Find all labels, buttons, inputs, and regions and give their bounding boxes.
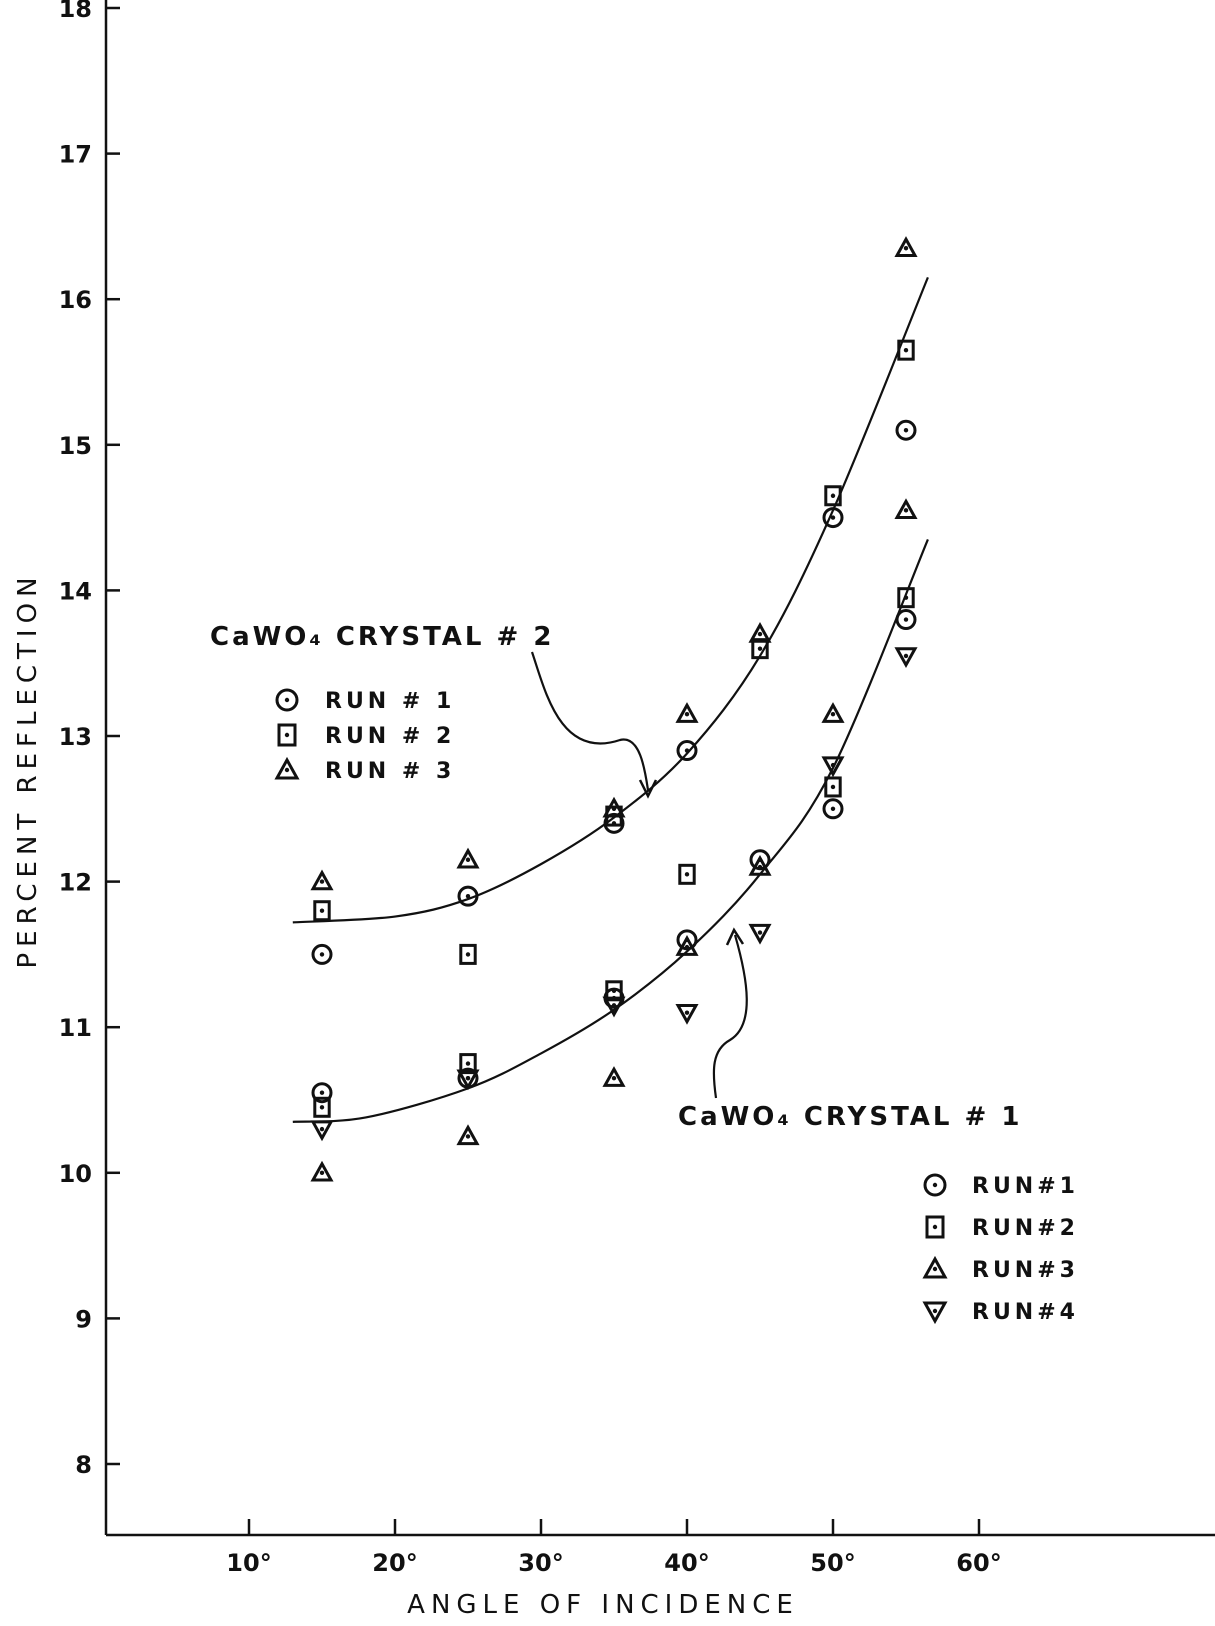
legend-entry-label: RUN # 2	[325, 724, 455, 749]
data-point-square	[461, 945, 475, 963]
y-tick-label: 11	[59, 1014, 92, 1042]
data-point-circle	[897, 421, 915, 439]
legend-marker-circle	[277, 690, 297, 710]
y-axis-title: PERCENT REFLECTION	[13, 571, 43, 968]
y-tick-label: 8	[75, 1451, 92, 1479]
crystal-2-legend: RUN # 1 RUN # 2 RUN # 3	[277, 689, 455, 784]
legend-entry-label: RUN#3	[972, 1258, 1079, 1283]
data-point-square	[826, 487, 840, 505]
x-tick-label: 50°	[810, 1549, 855, 1577]
data-point-triangle-down	[313, 1122, 331, 1138]
data-point-square	[315, 902, 329, 920]
data-point-triangle	[678, 705, 696, 721]
y-tick-label: 9	[75, 1305, 92, 1333]
data-point-triangle	[605, 1069, 623, 1085]
crystal-1-legend: RUN#1 RUN#2 RUN#3 RUN#4	[925, 1174, 1079, 1325]
data-point-circle	[678, 742, 696, 760]
y-tick-label: 14	[59, 577, 92, 605]
y-tick-label: 12	[59, 869, 92, 897]
legend-marker-triangle	[925, 1259, 945, 1277]
data-point-circle	[897, 611, 915, 629]
y-tick-label: 15	[59, 432, 92, 460]
x-axis-title: ANGLE OF INCIDENCE	[407, 1590, 799, 1620]
legend-entry-label: RUN # 3	[325, 759, 455, 784]
data-point-triangle-down	[824, 758, 842, 774]
x-tick-label: 30°	[518, 1549, 563, 1577]
legend-entry-label: RUN#1	[972, 1174, 1079, 1199]
data-point-square	[680, 865, 694, 883]
crystal-1-label: CaWO₄ CRYSTAL # 1	[678, 1102, 1022, 1132]
legend-entry-label: RUN#4	[972, 1300, 1079, 1325]
legend-marker-square	[927, 1217, 943, 1237]
data-point-triangle	[897, 239, 915, 255]
crystal-1-pointer	[714, 935, 747, 1098]
crystal-1-annotation: CaWO₄ CRYSTAL # 1	[678, 930, 1022, 1132]
legend-marker-triangle	[277, 760, 297, 778]
data-point-triangle	[459, 1127, 477, 1143]
crystal-2-label: CaWO₄ CRYSTAL # 2	[210, 622, 554, 652]
data-point-triangle	[824, 705, 842, 721]
x-tick-label: 40°	[664, 1549, 709, 1577]
crystal-2-pointer	[532, 652, 648, 790]
x-tick-label: 10°	[226, 1549, 271, 1577]
legend-entry-label: RUN#2	[972, 1216, 1079, 1241]
y-tick-label: 13	[59, 723, 92, 751]
data-point-triangle-down	[751, 925, 769, 941]
y-tick-label: 10	[59, 1160, 92, 1188]
data-point-triangle	[897, 501, 915, 517]
y-tick-label: 17	[59, 141, 92, 169]
data-point-triangle	[313, 1164, 331, 1180]
data-point-triangle-down	[897, 649, 915, 665]
legend-marker-triangle-down	[925, 1303, 945, 1321]
y-tick-label: 16	[59, 286, 92, 314]
data-point-circle	[824, 800, 842, 818]
x-tick-label: 60°	[956, 1549, 1001, 1577]
data-point-square	[826, 778, 840, 796]
x-tick-label: 20°	[372, 1549, 417, 1577]
data-point-circle	[313, 945, 331, 963]
legend-entry-label: RUN # 1	[325, 689, 455, 714]
data-point-triangle	[459, 851, 477, 867]
y-tick-label: 18	[59, 0, 92, 23]
legend-marker-square	[279, 725, 295, 745]
data-point-triangle	[313, 873, 331, 889]
axes: 8 9 10 11 12 13 14 15 16 17 18 10° 20° 30° 40° 50° 60°	[59, 0, 1215, 1577]
legend-marker-circle	[925, 1175, 945, 1195]
data-point-triangle-down	[678, 1005, 696, 1021]
